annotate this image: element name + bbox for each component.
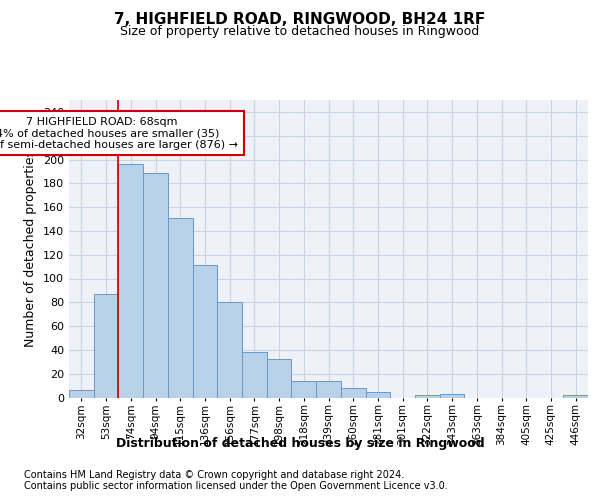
Bar bbox=[316, 381, 341, 398]
Bar bbox=[143, 172, 168, 398]
Y-axis label: Number of detached properties: Number of detached properties bbox=[25, 150, 37, 348]
Bar bbox=[440, 394, 464, 398]
Bar bbox=[563, 395, 588, 398]
Bar bbox=[118, 164, 143, 398]
Bar bbox=[365, 392, 390, 398]
Bar bbox=[267, 360, 292, 398]
Bar bbox=[292, 381, 316, 398]
Bar bbox=[94, 294, 118, 398]
Bar bbox=[217, 302, 242, 398]
Bar bbox=[341, 388, 365, 398]
Bar bbox=[193, 266, 217, 398]
Text: 7 HIGHFIELD ROAD: 68sqm
← 4% of detached houses are smaller (35)
96% of semi-det: 7 HIGHFIELD ROAD: 68sqm ← 4% of detached… bbox=[0, 116, 238, 150]
Bar bbox=[168, 218, 193, 398]
Bar bbox=[69, 390, 94, 398]
Text: 7, HIGHFIELD ROAD, RINGWOOD, BH24 1RF: 7, HIGHFIELD ROAD, RINGWOOD, BH24 1RF bbox=[115, 12, 485, 28]
Text: Contains public sector information licensed under the Open Government Licence v3: Contains public sector information licen… bbox=[24, 481, 448, 491]
Text: Distribution of detached houses by size in Ringwood: Distribution of detached houses by size … bbox=[116, 438, 484, 450]
Bar bbox=[242, 352, 267, 398]
Text: Contains HM Land Registry data © Crown copyright and database right 2024.: Contains HM Land Registry data © Crown c… bbox=[24, 470, 404, 480]
Bar bbox=[415, 395, 440, 398]
Text: Size of property relative to detached houses in Ringwood: Size of property relative to detached ho… bbox=[121, 25, 479, 38]
